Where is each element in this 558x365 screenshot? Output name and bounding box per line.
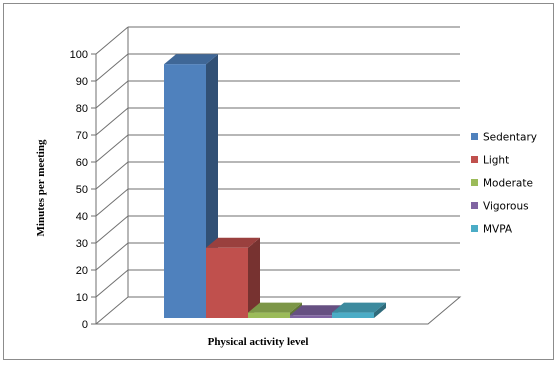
gridlines — [91, 26, 460, 325]
y-tick-label: 20 — [76, 265, 88, 277]
gridline-diagonal — [95, 188, 129, 217]
y-tick-label: 100 — [70, 49, 88, 61]
chart-frame — [3, 3, 554, 360]
y-axis-title: Minutes per meeting — [35, 139, 47, 236]
bar-top — [164, 54, 218, 65]
bar-front — [206, 247, 248, 318]
y-tick-label: 60 — [76, 157, 88, 169]
y-tick-label: 50 — [76, 184, 88, 196]
gridline-diagonal — [95, 134, 129, 163]
legend: Sedentary Light Moderate Vigorous MVPA — [471, 132, 537, 236]
legend-swatch — [471, 179, 478, 186]
bar-front — [290, 315, 332, 318]
gridline-diagonal — [95, 269, 129, 298]
bar-top — [332, 302, 386, 313]
legend-label: Sedentary — [483, 132, 537, 144]
legend-label: Vigorous — [483, 201, 529, 213]
y-tick-label: 80 — [76, 103, 88, 115]
bar-front — [332, 312, 374, 318]
gridline-diagonal — [95, 107, 129, 136]
bar-side — [374, 302, 386, 318]
gridline-diagonal — [95, 161, 129, 190]
bar-front — [248, 312, 290, 318]
gridline-diagonal — [95, 215, 129, 244]
legend-label: Light — [483, 155, 509, 167]
bar-top — [206, 237, 260, 248]
gridline-diagonal — [95, 242, 129, 271]
legend-swatch — [471, 133, 478, 140]
legend-swatch — [471, 156, 478, 163]
floor — [94, 296, 462, 325]
bar-top — [290, 305, 344, 316]
bar-light — [206, 237, 260, 318]
y-tick-label: 10 — [76, 292, 88, 304]
y-tick-label: 0 — [82, 319, 88, 331]
gridline-diagonal — [95, 80, 129, 109]
legend-swatch — [471, 202, 478, 209]
legend-swatch — [471, 225, 478, 232]
bar-mvpa — [332, 302, 386, 318]
bar-top — [248, 302, 302, 313]
y-tick-label: 90 — [76, 76, 88, 88]
bars — [164, 54, 386, 318]
y-tick-label: 70 — [76, 130, 88, 142]
y-tick-label: 30 — [76, 238, 88, 250]
y-tick-labels: 0 10 20 30 40 50 60 70 80 90 100 — [70, 49, 88, 331]
legend-label: Moderate — [483, 178, 533, 190]
chart-walls — [94, 27, 462, 325]
y-tick-label: 40 — [76, 211, 88, 223]
gridline-diagonal — [95, 26, 129, 55]
gridline-diagonal — [95, 53, 129, 82]
bar-side — [248, 237, 260, 318]
bar-front — [164, 64, 206, 318]
x-axis-title: Physical activity level — [208, 336, 309, 348]
legend-label: MVPA — [483, 224, 513, 236]
